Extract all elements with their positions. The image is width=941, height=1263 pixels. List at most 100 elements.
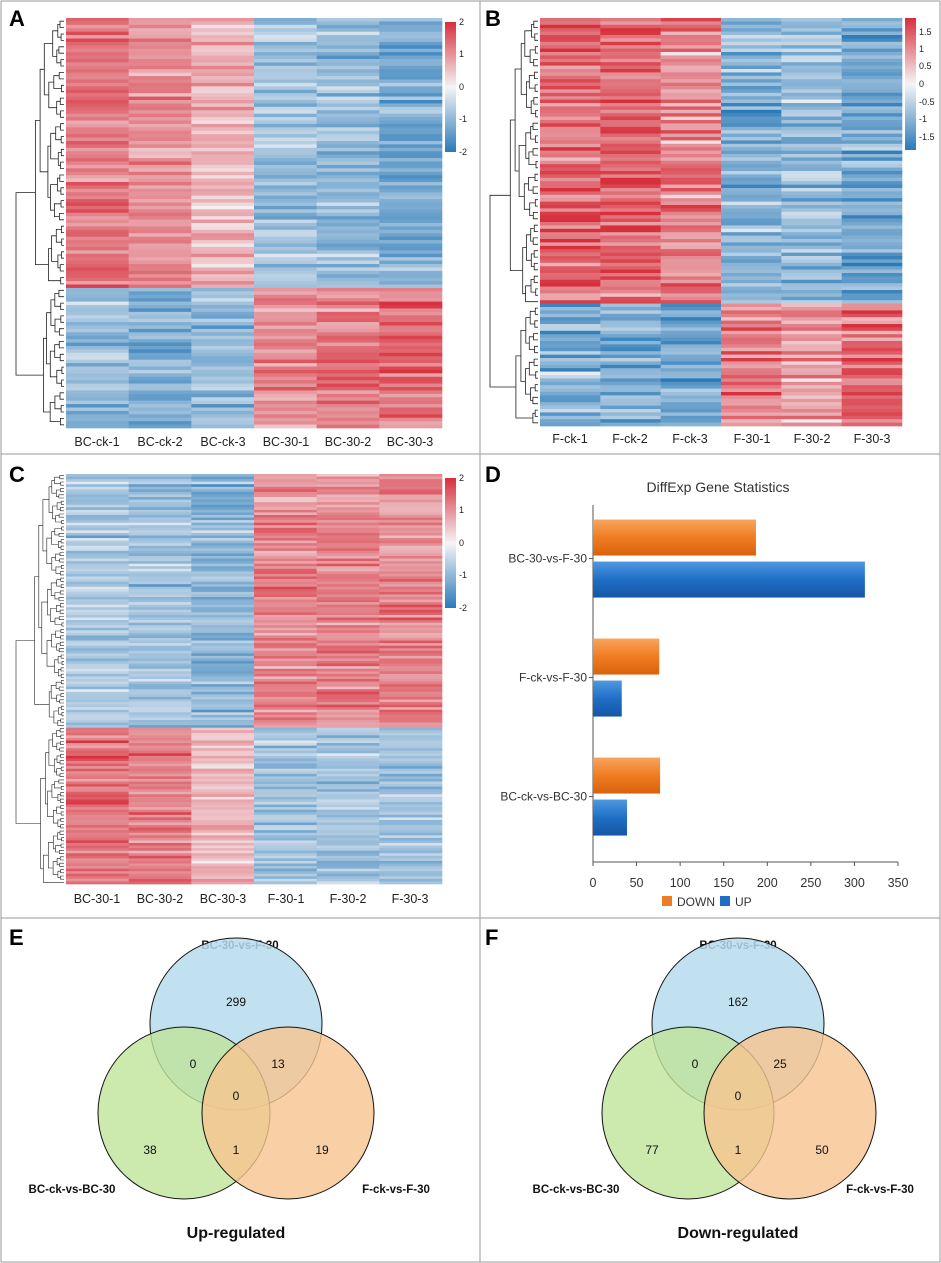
heatmap-cell	[379, 502, 443, 506]
heatmap-cell	[128, 134, 192, 138]
heatmap-cell	[254, 525, 317, 529]
dendrogram-branch	[530, 228, 535, 242]
heatmap-cell	[316, 712, 380, 716]
heatmap-cell	[66, 591, 129, 595]
heatmap-cell	[191, 502, 255, 506]
x-tick-label: 150	[713, 876, 734, 890]
heatmap-cell	[128, 387, 192, 391]
heatmap-cell	[600, 126, 661, 131]
heatmap-cell	[660, 160, 722, 165]
colorbar-a-tick: 0	[459, 82, 464, 92]
heatmap-cell	[316, 753, 380, 757]
colorbar-b-tick: 0.5	[919, 61, 932, 71]
heatmap-cell	[841, 89, 903, 94]
heatmap-cell	[66, 691, 129, 695]
dendrogram-branch	[57, 177, 61, 192]
heatmap-cell	[316, 771, 380, 775]
heatmap-cell	[660, 177, 722, 182]
heatmap-cell	[379, 868, 443, 872]
heatmap-cell	[254, 103, 317, 108]
heatmap-cell	[66, 100, 129, 104]
heatmap-cell	[379, 89, 443, 94]
heatmap-cell	[841, 82, 903, 87]
heatmap-cell	[540, 364, 601, 369]
heatmap-cell	[66, 612, 129, 616]
dendrogram-branch	[514, 68, 522, 172]
heatmap-cell	[191, 717, 255, 721]
heatmap-cell	[781, 137, 842, 141]
heatmap-cell	[191, 277, 255, 282]
heatmap-cell	[660, 99, 722, 104]
heatmap-cell	[191, 400, 255, 405]
heatmap-cell	[660, 89, 722, 94]
heatmap-cell	[128, 673, 192, 677]
heatmap-cell	[379, 393, 443, 398]
heatmap-cell	[316, 597, 380, 600]
heatmap-cell	[191, 522, 255, 526]
heatmap-cell	[660, 371, 722, 376]
heatmap-c-col-label: BC-30-1	[74, 892, 121, 906]
heatmap-cell	[379, 581, 443, 585]
heatmap-cell	[540, 286, 601, 291]
heatmap-cell	[66, 807, 129, 811]
heatmap-cell	[600, 103, 661, 107]
heatmap-cell	[781, 194, 842, 199]
heatmap-cell	[600, 79, 661, 83]
heatmap-cell	[660, 174, 722, 179]
heatmap-cell	[379, 543, 443, 547]
heatmap-cell	[128, 627, 192, 631]
heatmap-cell	[191, 479, 255, 483]
heatmap-cell	[254, 175, 317, 179]
heatmap-cell	[379, 866, 443, 869]
heatmap-cell	[660, 130, 722, 134]
heatmap-cell	[600, 208, 661, 213]
dendrogram-branch	[533, 275, 538, 283]
heatmap-cell	[316, 602, 380, 606]
heatmap-cell	[254, 753, 317, 757]
heatmap-cell	[600, 310, 661, 315]
heatmap-cell	[128, 35, 192, 39]
heatmap-cell	[379, 722, 443, 726]
heatmap-cell	[316, 209, 380, 214]
heatmap-cell	[128, 48, 192, 53]
heatmap-cell	[600, 164, 661, 168]
dendrogram-branch	[48, 739, 55, 766]
heatmap-cell	[191, 168, 255, 173]
heatmap-cell	[540, 150, 601, 155]
dendrogram-branch	[60, 148, 64, 157]
heatmap-cell	[379, 120, 443, 125]
heatmap-cell	[379, 645, 443, 649]
heatmap-cell	[660, 123, 722, 128]
dendrogram-branch	[48, 842, 54, 869]
heatmap-cell	[191, 41, 255, 46]
heatmap-cell	[316, 59, 380, 63]
heatmap-cell	[191, 722, 255, 726]
heatmap-cell	[379, 753, 443, 757]
heatmap-cell	[66, 561, 129, 565]
heatmap-cell	[660, 361, 722, 366]
heatmap-cell	[781, 154, 842, 158]
heatmap-cell	[66, 164, 129, 169]
heatmap-cell	[254, 18, 317, 22]
heatmap-cell	[660, 28, 722, 32]
heatmap-cell	[540, 194, 601, 199]
heatmap-cell	[128, 686, 192, 690]
heatmap-cell	[254, 127, 317, 132]
heatmap-cell	[600, 181, 661, 185]
dendrogram-branch	[60, 577, 64, 582]
heatmap-cell	[128, 868, 192, 872]
heatmap-cell	[379, 638, 443, 641]
heatmap-cell	[128, 89, 192, 94]
heatmap-cell	[841, 364, 903, 369]
heatmap-cell	[254, 640, 317, 644]
heatmap-cell	[781, 262, 842, 267]
heatmap-cell	[254, 284, 317, 289]
heatmap-cell	[128, 202, 192, 207]
heatmap-cell	[191, 550, 255, 554]
heatmap-cell	[316, 387, 380, 391]
dendrogram-branch	[60, 792, 64, 797]
heatmap-cell	[66, 48, 129, 53]
heatmap-cell	[316, 832, 380, 836]
heatmap-cell	[191, 632, 255, 636]
heatmap-cell	[191, 563, 255, 567]
